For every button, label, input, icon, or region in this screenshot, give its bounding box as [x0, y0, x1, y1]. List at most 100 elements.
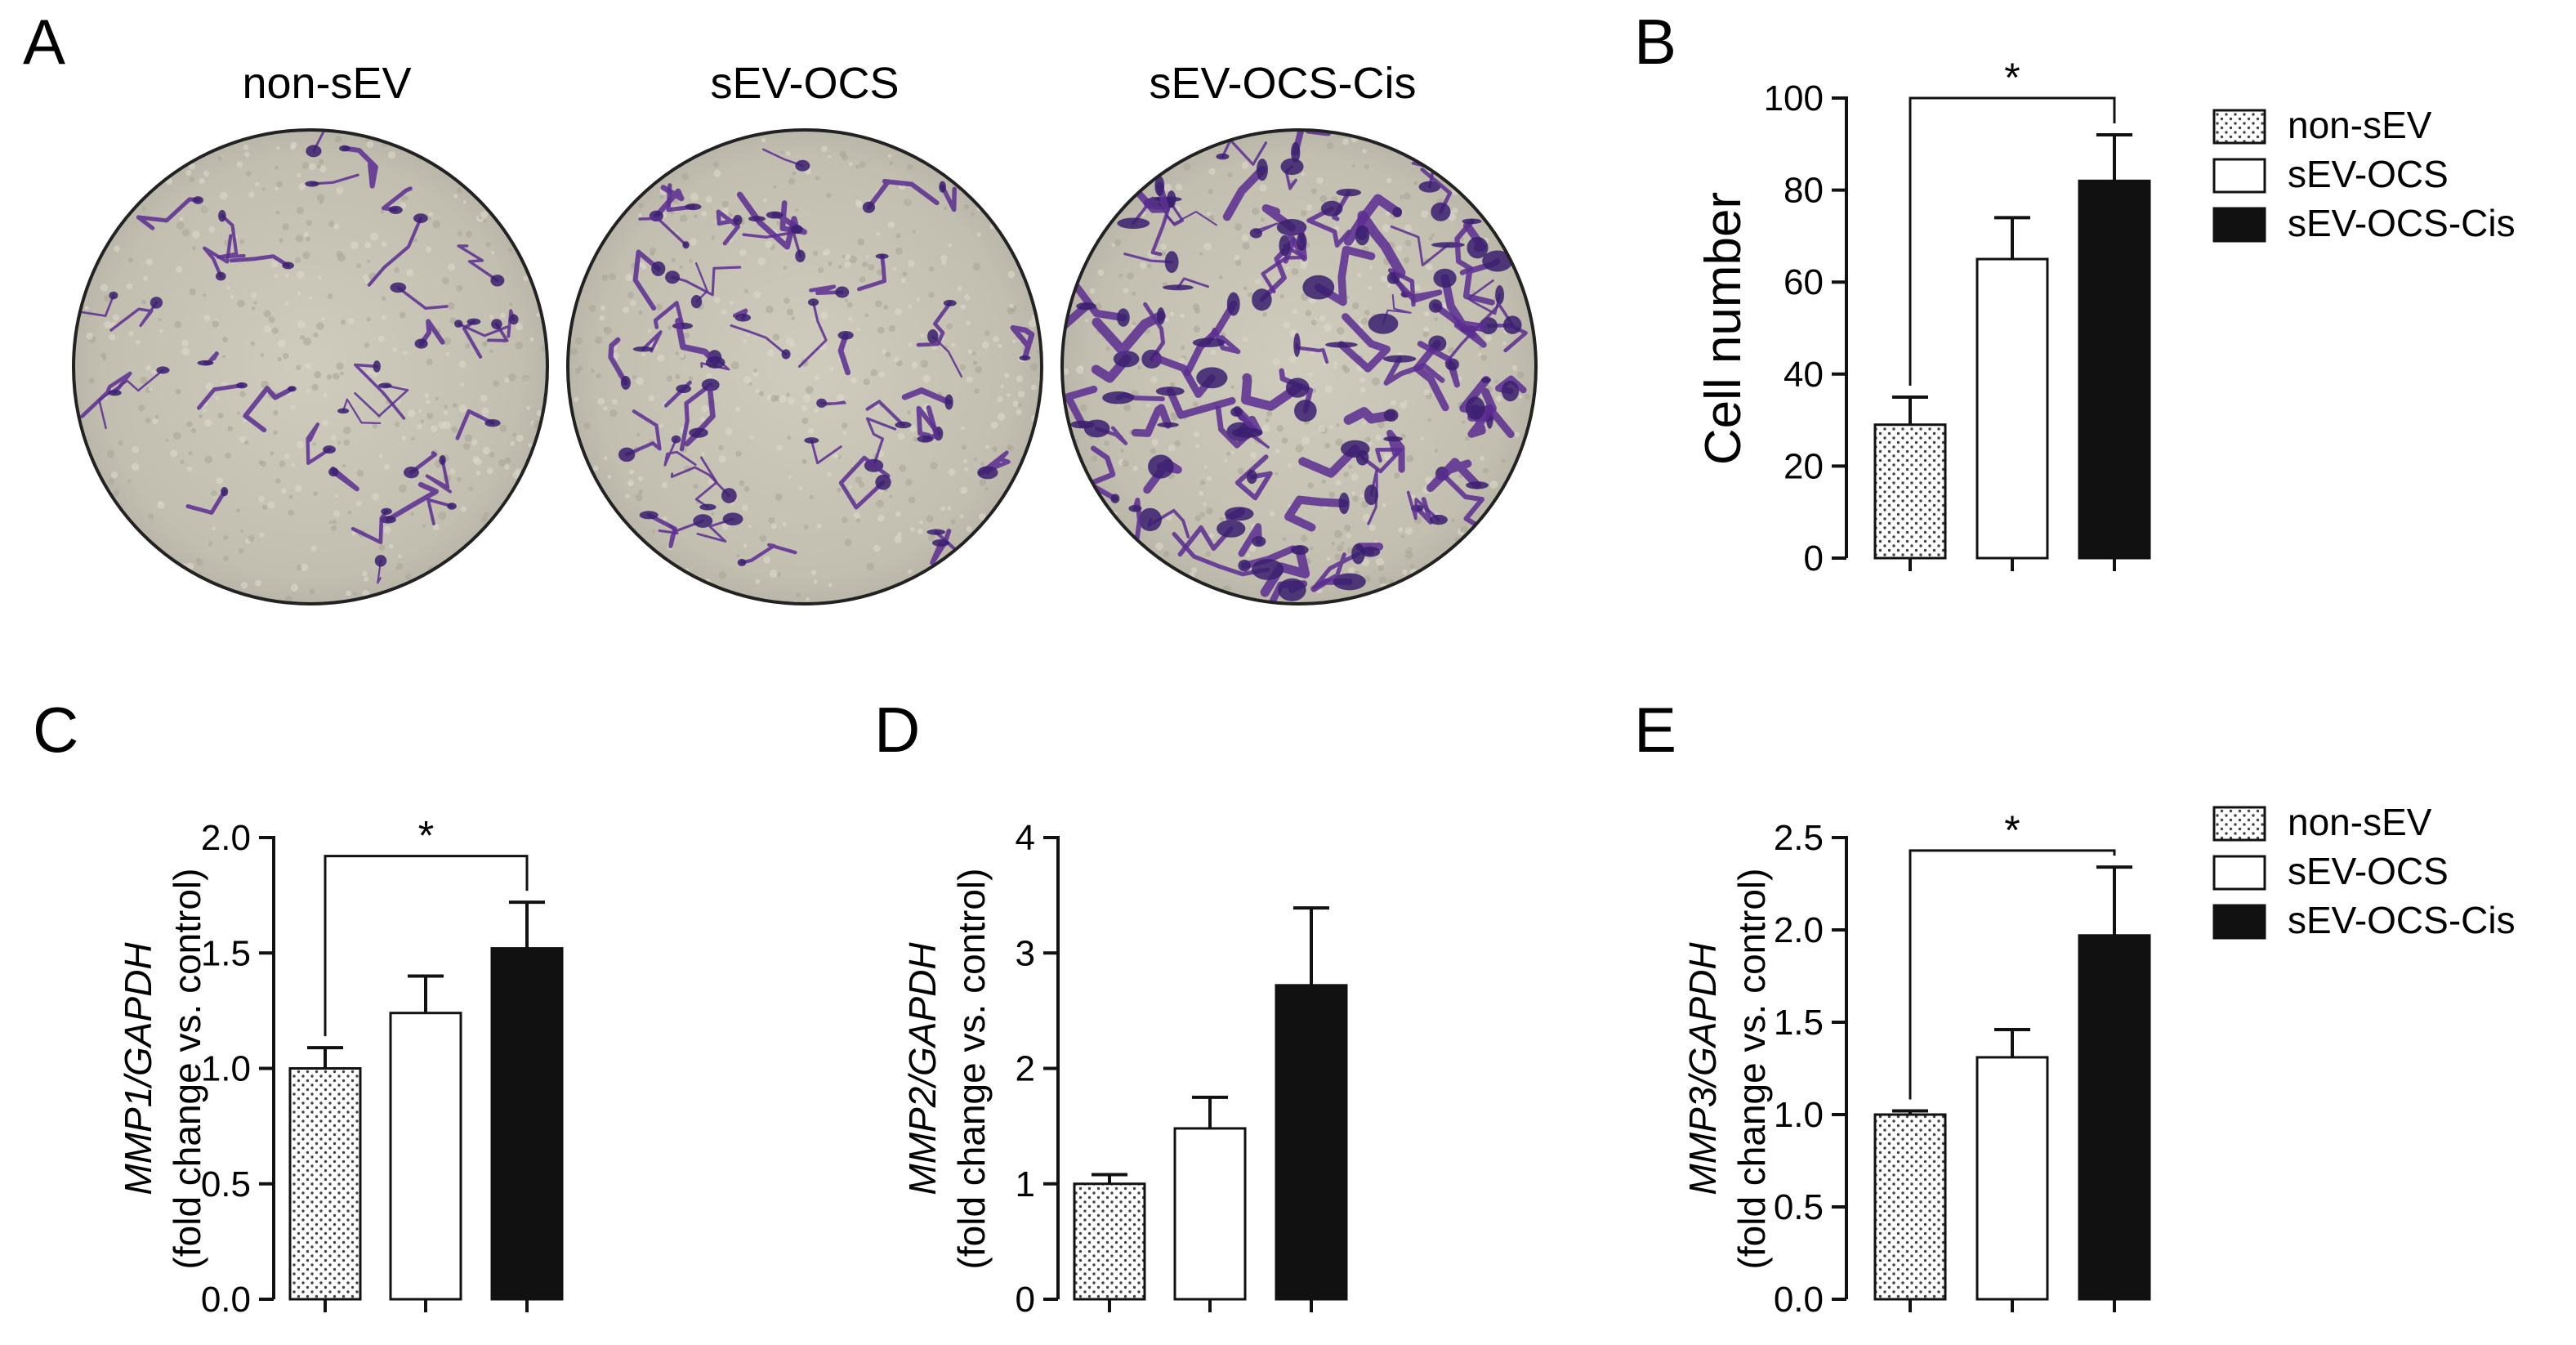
stained-cell: [757, 216, 800, 250]
membrane-pore: [1307, 372, 1313, 378]
membrane-pore: [425, 246, 431, 252]
membrane-pore: [828, 261, 833, 266]
membrane-pore: [789, 341, 797, 348]
membrane-pore: [1007, 392, 1011, 397]
membrane-pore: [1400, 402, 1407, 409]
membrane-pore: [627, 292, 634, 298]
legend-label-non-sev: non-sEV: [2288, 801, 2432, 843]
stained-cell: [646, 512, 677, 549]
membrane-pore: [926, 515, 934, 523]
cell-body: [378, 382, 392, 389]
stained-cell: [736, 191, 761, 223]
membrane-pore: [294, 485, 302, 492]
membrane-pore: [927, 534, 935, 542]
cell-body: [804, 437, 819, 444]
membrane-pore: [154, 415, 159, 419]
membrane-pore: [277, 356, 282, 362]
membrane-pore: [458, 360, 467, 369]
membrane-pore: [858, 481, 865, 488]
membrane-pore: [638, 213, 642, 217]
stained-cell: [354, 363, 406, 420]
stained-cell: [243, 386, 295, 433]
stained-cell: [865, 417, 897, 467]
stained-cell: [217, 214, 246, 259]
membrane-pore: [405, 574, 412, 580]
membrane-pore: [1224, 459, 1228, 463]
membrane-pore: [842, 254, 846, 259]
cell-body: [837, 330, 854, 340]
membrane-pore: [430, 425, 438, 433]
cell-body: [1481, 377, 1491, 383]
cell-body: [926, 529, 945, 535]
membrane-pore: [651, 530, 656, 534]
membrane-pore: [951, 342, 956, 347]
cell-body: [931, 538, 950, 547]
stained-cell: [80, 294, 115, 317]
membrane-pore: [1163, 551, 1170, 558]
membrane-pore: [814, 408, 819, 413]
membrane-pore: [1451, 518, 1455, 523]
membrane-pore: [432, 524, 440, 531]
membrane-pore: [480, 516, 488, 523]
panel-c-bar-sev-ocs-cis: [490, 947, 564, 1301]
stained-cell: [1332, 190, 1351, 221]
membrane-pore: [475, 470, 481, 476]
membrane-pore: [788, 475, 792, 479]
cell-body: [339, 145, 350, 152]
panel-d-ytick-label: 0: [1016, 1280, 1035, 1320]
membrane-pore: [399, 311, 406, 319]
membrane-pore: [1351, 163, 1355, 168]
membrane-pore: [282, 223, 289, 230]
cell-body: [875, 253, 889, 259]
membrane-pore: [253, 301, 257, 305]
membrane-pore: [743, 288, 748, 293]
membrane-pore: [449, 468, 456, 475]
stained-cell: [1284, 495, 1349, 532]
membrane-pore: [364, 242, 372, 248]
membrane-pore: [769, 570, 778, 579]
membrane-pore: [295, 235, 304, 243]
membrane-pore: [748, 525, 752, 529]
membrane-pore: [1335, 438, 1343, 446]
membrane-pore: [486, 467, 493, 475]
membrane-pore: [855, 518, 861, 523]
membrane-pore: [957, 286, 962, 292]
cell-body: [388, 205, 403, 214]
cell-body: [1465, 396, 1485, 420]
membrane-pore: [132, 445, 139, 454]
membrane-pore: [985, 445, 990, 449]
stained-cell: [1367, 468, 1378, 525]
membrane-pore: [973, 457, 978, 462]
cell-body: [1230, 407, 1243, 417]
membrane-pore: [350, 241, 359, 249]
membrane-pore: [1230, 385, 1234, 389]
membrane-pore: [1241, 234, 1249, 242]
membrane-pore: [607, 475, 612, 480]
panel-d-chart: D 0 1 2 3 4 MMP2/GAPDH (fold change vs. control…: [874, 694, 1348, 1320]
cell-body: [816, 398, 827, 408]
stained-cell: [1440, 274, 1486, 332]
membrane-pore: [701, 452, 705, 456]
membrane-pore: [255, 579, 262, 587]
membrane-pore: [748, 382, 752, 387]
stained-cell: [837, 332, 851, 376]
cell-body: [509, 314, 519, 325]
membrane-pore: [993, 336, 999, 342]
membrane-pore: [1226, 451, 1231, 456]
membrane-pore: [763, 198, 767, 203]
membrane-pore: [456, 187, 463, 194]
membrane-pore: [181, 229, 190, 237]
membrane-pore: [690, 193, 699, 201]
cell-body: [1501, 380, 1520, 402]
membrane-pore: [490, 250, 495, 255]
membrane-pore: [215, 395, 220, 400]
stained-cell: [396, 286, 449, 311]
membrane-pore: [1404, 224, 1413, 233]
cell-body: [414, 338, 428, 349]
membrane-pore: [1249, 451, 1257, 459]
membrane-pore: [1155, 542, 1163, 551]
membrane-pore: [818, 266, 824, 274]
membrane-pore: [212, 320, 219, 328]
cell-body: [639, 511, 659, 520]
cell-body: [699, 503, 717, 511]
